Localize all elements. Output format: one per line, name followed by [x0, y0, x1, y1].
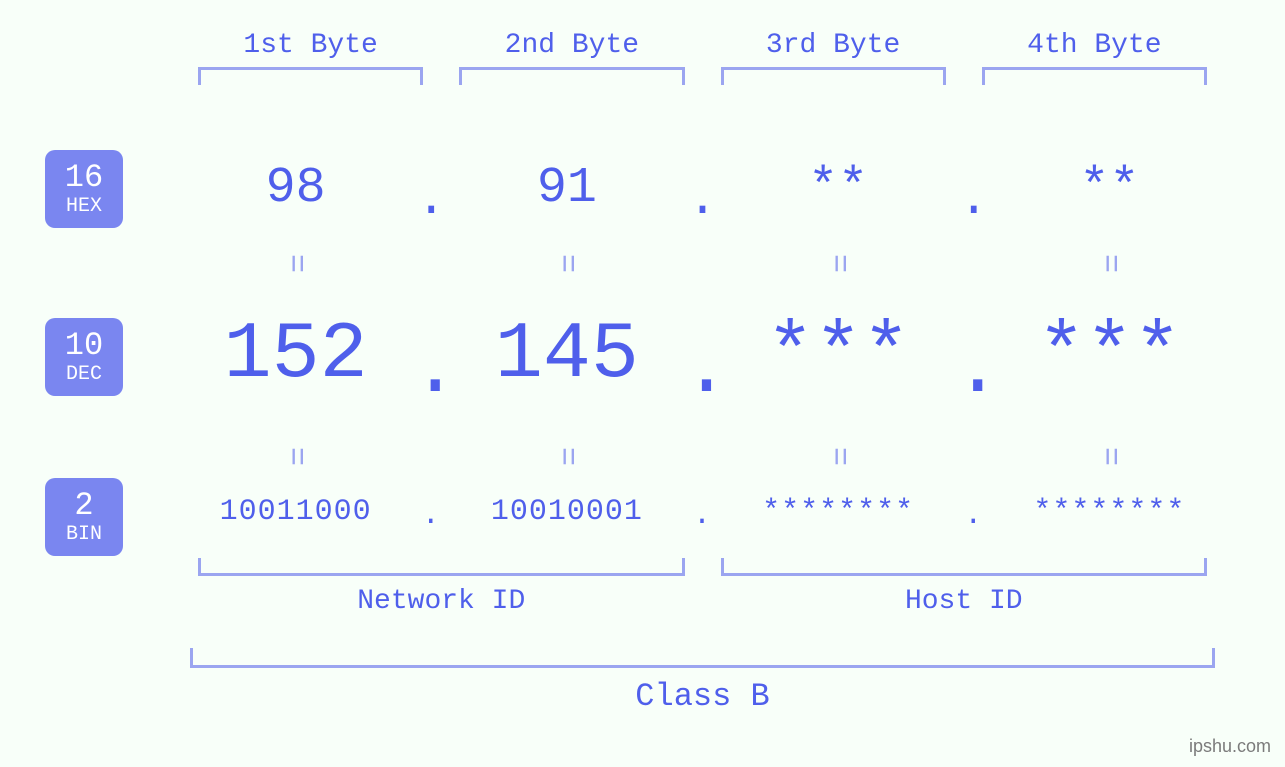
byte-header-2: 2nd Byte [441, 30, 702, 85]
badge-hex: 16 HEX [45, 150, 123, 228]
byte-header-3: 3rd Byte [703, 30, 964, 85]
byte-bracket-1 [198, 67, 423, 85]
ip-breakdown-diagram: 1st Byte 2nd Byte 3rd Byte 4th Byte 16 H… [0, 0, 1285, 767]
byte-bracket-3 [721, 67, 946, 85]
dec-dot-3: . [954, 325, 994, 416]
hex-byte-1: 98 [180, 160, 411, 217]
byte-header-1-label: 1st Byte [243, 30, 377, 61]
dec-byte-2: 145 [451, 310, 682, 401]
badge-bin: 2 BIN [45, 478, 123, 556]
dec-byte-3: *** [723, 310, 954, 401]
watermark: ipshu.com [1189, 736, 1271, 757]
bin-dot-3: . [954, 499, 994, 533]
equals-row-2: = . = . = . = [180, 438, 1225, 475]
byte-header-2-label: 2nd Byte [505, 30, 639, 61]
host-id-label: Host ID [905, 586, 1023, 617]
hex-dot-1: . [411, 172, 451, 229]
badge-bin-num: 2 [74, 488, 93, 523]
eq1-4: = [994, 245, 1225, 282]
badge-dec: 10 DEC [45, 318, 123, 396]
host-id-group: Host ID [703, 558, 1226, 617]
badge-dec-num: 10 [65, 328, 103, 363]
hex-byte-4: ** [994, 160, 1225, 217]
network-id-label: Network ID [357, 586, 525, 617]
byte-header-4-label: 4th Byte [1027, 30, 1161, 61]
hex-byte-3: ** [723, 160, 954, 217]
badge-hex-label: HEX [66, 196, 102, 218]
bin-byte-1: 10011000 [180, 495, 411, 529]
dec-byte-4: *** [994, 310, 1225, 401]
eq2-4: = [994, 438, 1225, 475]
equals-row-1: = . = . = . = [180, 245, 1225, 282]
badge-hex-num: 16 [65, 160, 103, 195]
class-bracket [190, 648, 1215, 668]
bin-byte-4: ******** [994, 495, 1225, 529]
dec-dot-2: . [683, 325, 723, 416]
network-id-bracket [198, 558, 685, 576]
byte-header-1: 1st Byte [180, 30, 441, 85]
dec-row: 152 . 145 . *** . *** [180, 310, 1225, 401]
eq2-1: = [180, 438, 411, 475]
badge-dec-label: DEC [66, 364, 102, 386]
hex-byte-2: 91 [451, 160, 682, 217]
dec-dot-1: . [411, 325, 451, 416]
byte-bracket-2 [459, 67, 684, 85]
byte-header-4: 4th Byte [964, 30, 1225, 85]
bin-byte-2: 10010001 [451, 495, 682, 529]
class-label: Class B [635, 678, 769, 715]
hex-row: 98 . 91 . ** . ** [180, 160, 1225, 217]
hex-dot-3: . [954, 172, 994, 229]
bin-row: 10011000 . 10010001 . ******** . *******… [180, 495, 1225, 529]
bin-byte-3: ******** [723, 495, 954, 529]
badge-bin-label: BIN [66, 524, 102, 546]
byte-header-3-label: 3rd Byte [766, 30, 900, 61]
eq1-1: = [180, 245, 411, 282]
eq2-2: = [451, 438, 682, 475]
bin-dot-2: . [683, 499, 723, 533]
eq2-3: = [723, 438, 954, 475]
hex-dot-2: . [683, 172, 723, 229]
bin-dot-1: . [411, 499, 451, 533]
network-id-group: Network ID [180, 558, 703, 617]
eq1-2: = [451, 245, 682, 282]
byte-headers-row: 1st Byte 2nd Byte 3rd Byte 4th Byte [180, 30, 1225, 85]
id-brackets-row: Network ID Host ID [180, 558, 1225, 617]
class-group: Class B [180, 648, 1225, 715]
byte-bracket-4 [982, 67, 1207, 85]
eq1-3: = [723, 245, 954, 282]
dec-byte-1: 152 [180, 310, 411, 401]
host-id-bracket [721, 558, 1208, 576]
